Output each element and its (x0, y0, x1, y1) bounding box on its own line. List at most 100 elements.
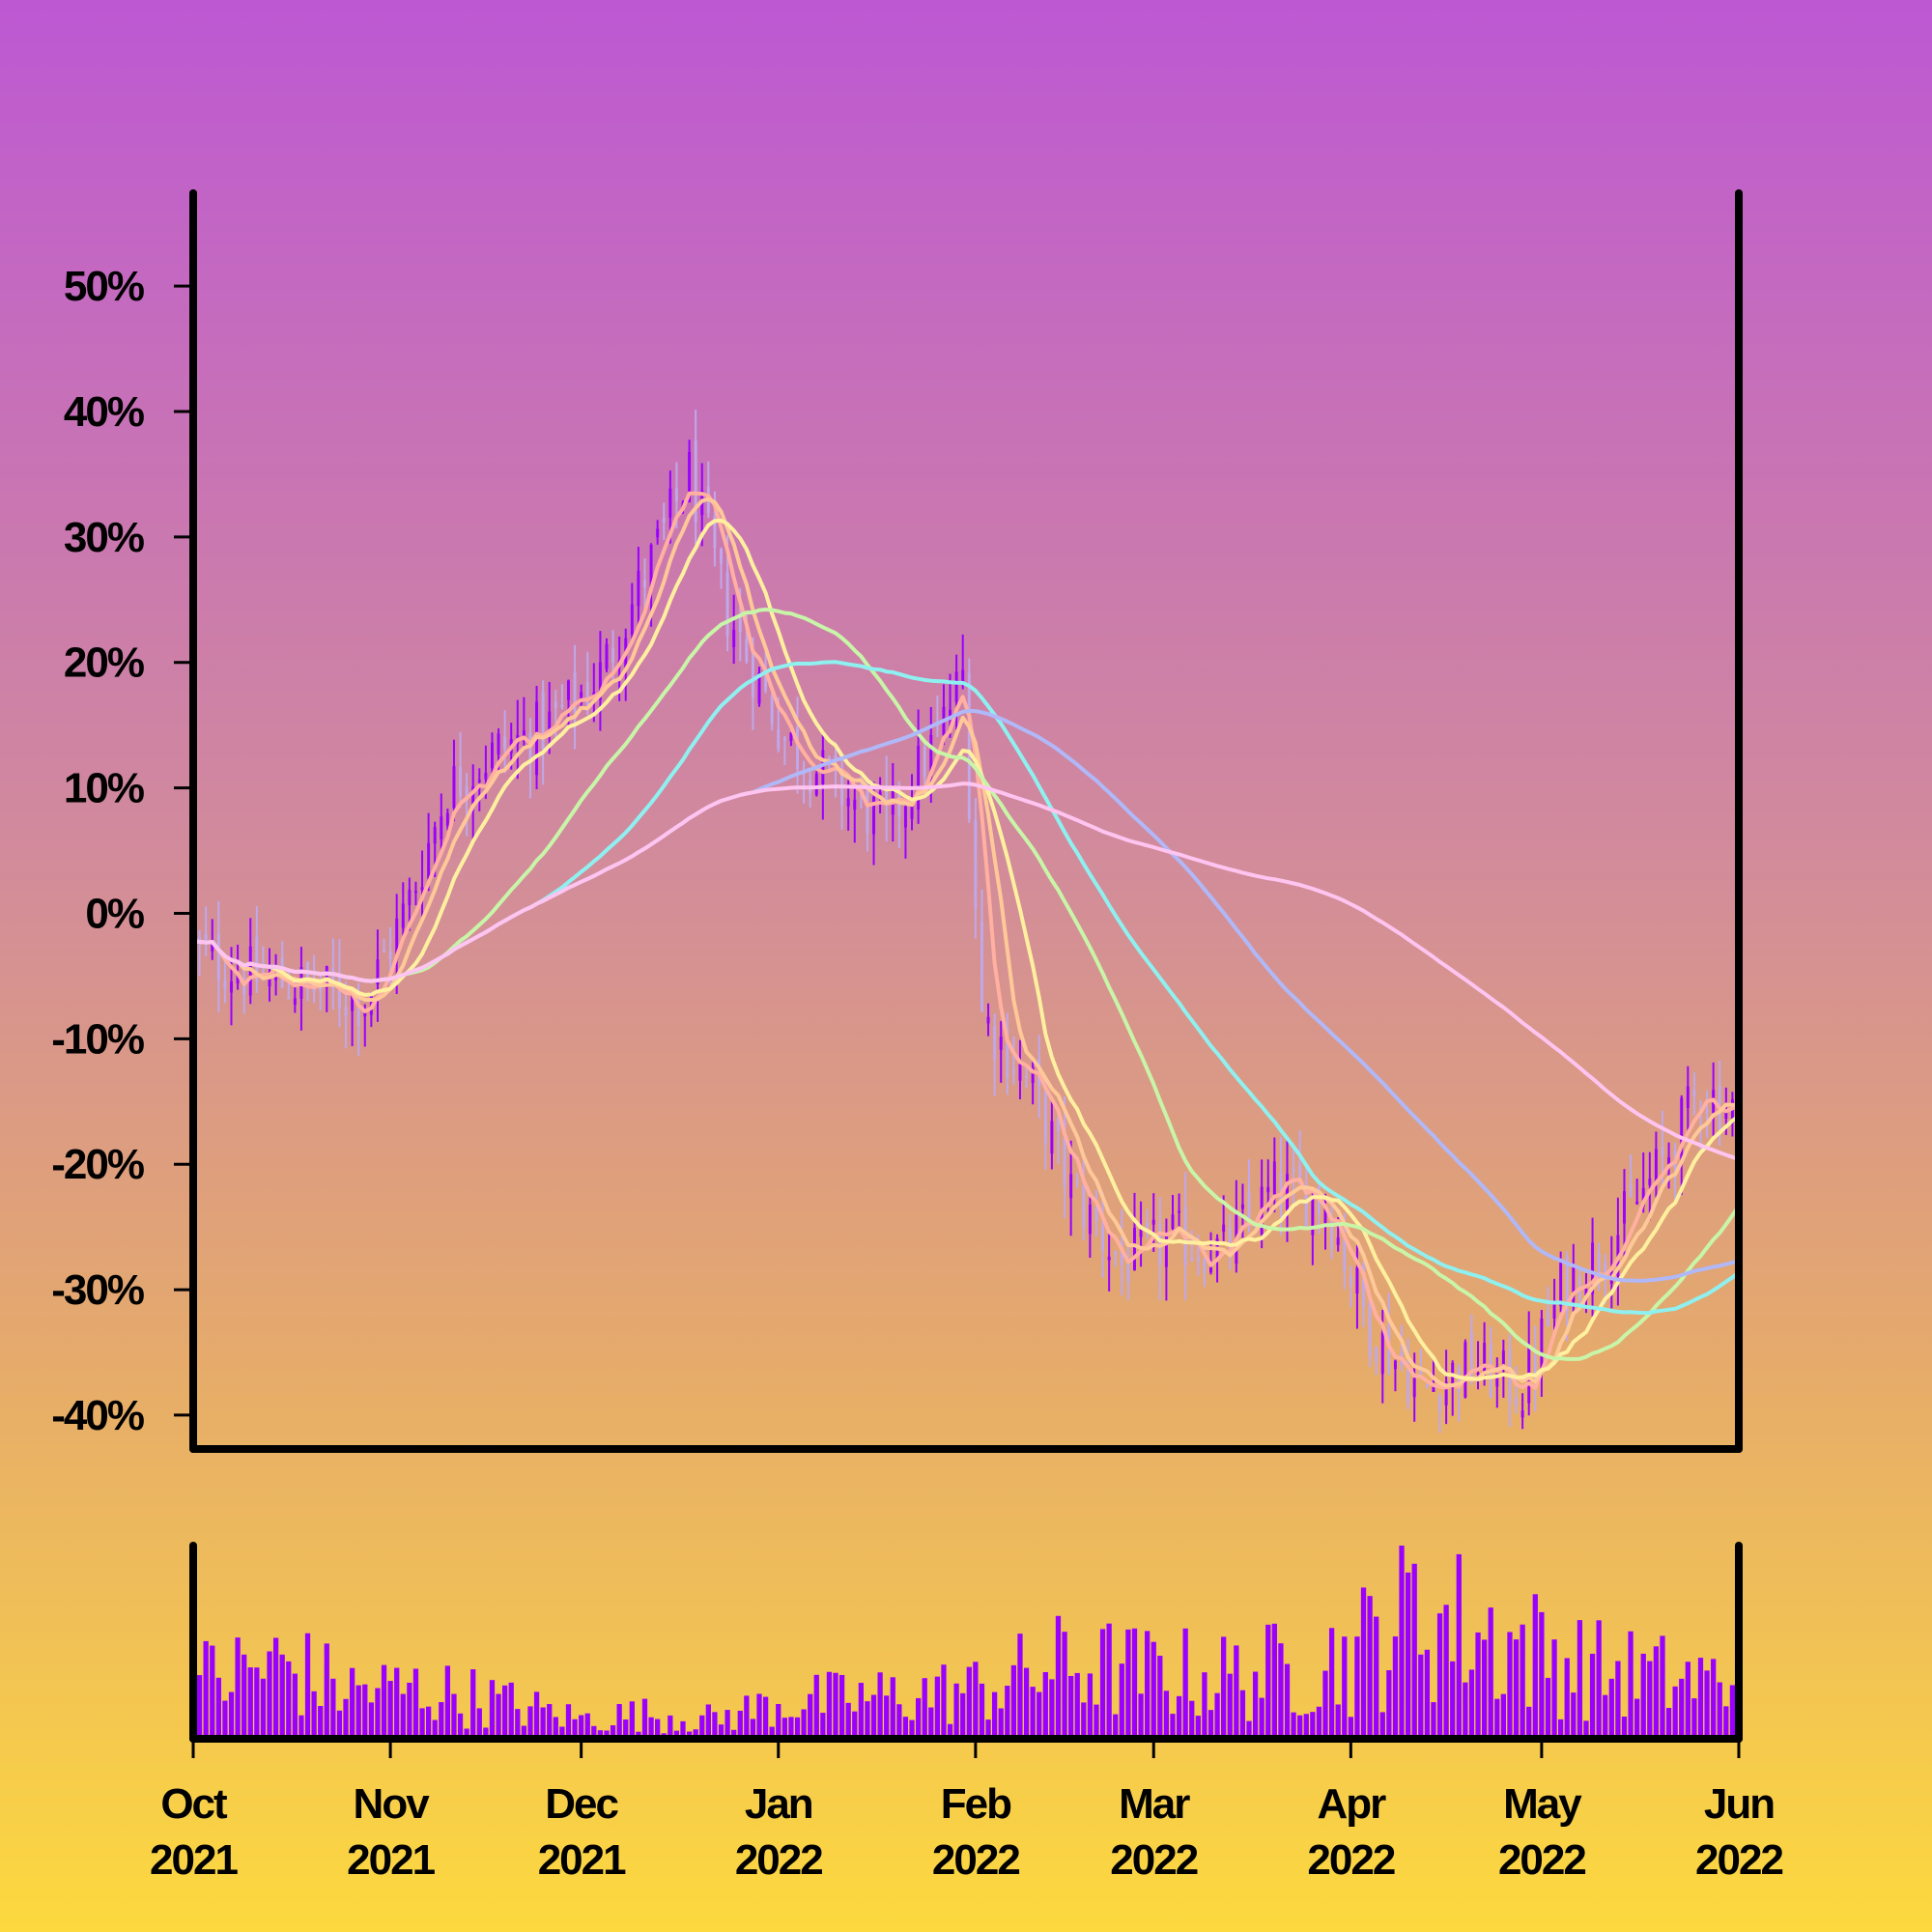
y-tick-label: 40% (64, 388, 144, 436)
volume-bar (547, 1704, 553, 1739)
candle-body (637, 570, 640, 607)
candle-body (573, 672, 577, 714)
volume-bar (1691, 1698, 1697, 1739)
candle-body (344, 1007, 348, 1016)
candle-body (923, 747, 926, 778)
candle-body (1533, 1354, 1537, 1377)
volume-bar (476, 1708, 482, 1739)
x-tick-year: 2021 (150, 1836, 238, 1884)
candle-body (585, 681, 589, 705)
candle-body (1343, 1235, 1347, 1271)
candle-body (376, 959, 380, 984)
volume-bar (1195, 1716, 1201, 1739)
volume-bar (298, 1715, 304, 1739)
candle-body (592, 692, 596, 696)
volume-bar (425, 1706, 432, 1739)
candle-body (1025, 1075, 1029, 1078)
volume-bar (1278, 1643, 1284, 1739)
candle-body (1597, 1253, 1601, 1272)
candle-body (1171, 1214, 1175, 1230)
volume-bar (1099, 1629, 1106, 1739)
volume-bar (744, 1695, 750, 1739)
volume-bar (444, 1665, 451, 1739)
candle-body (351, 993, 355, 1011)
candle-body (1667, 1157, 1671, 1165)
candle-body (503, 736, 507, 750)
candle-body (369, 992, 373, 1015)
volume-bar (1227, 1673, 1233, 1739)
y-tick-label: 20% (64, 639, 144, 687)
volume-bar (419, 1708, 425, 1739)
candle-body (452, 766, 456, 809)
candle-body (1457, 1368, 1461, 1392)
volume-bar (222, 1700, 228, 1739)
candle-body (401, 903, 405, 928)
volume-bar (712, 1712, 718, 1739)
x-tick-year: 2022 (1498, 1836, 1585, 1884)
candle-body (929, 734, 933, 778)
volume-bar (1119, 1663, 1124, 1739)
candle-body (694, 440, 697, 523)
volume-bar (1042, 1671, 1048, 1739)
volume-bar (794, 1717, 801, 1739)
x-tick-month: Feb (941, 1780, 1011, 1828)
volume-bar (1157, 1656, 1163, 1739)
x-tick-month: Dec (545, 1780, 618, 1828)
volume-bar (1106, 1623, 1112, 1739)
volume-bar (1450, 1661, 1456, 1739)
volume-bar (1379, 1712, 1385, 1739)
volume-bar (1131, 1628, 1138, 1739)
candle-body (1476, 1373, 1480, 1376)
x-tick-month: Apr (1317, 1780, 1386, 1828)
candle-body (1209, 1266, 1212, 1273)
candle-body (1520, 1410, 1524, 1418)
volume-bar (1360, 1587, 1367, 1739)
candle-body (1368, 1296, 1372, 1357)
volume-bar (1583, 1720, 1589, 1739)
volume-bar (909, 1719, 915, 1739)
volume-bar (432, 1719, 438, 1739)
volume-bar (1239, 1690, 1246, 1739)
moving-average-line (192, 708, 1740, 1283)
volume-bar (1532, 1594, 1538, 1739)
candle-body (1432, 1385, 1435, 1392)
candle-body (1501, 1350, 1505, 1370)
volume-bar (870, 1694, 877, 1739)
candle-body (198, 936, 202, 943)
volume-bar (953, 1683, 959, 1739)
candle-body (1661, 1147, 1664, 1157)
volume-bar (1094, 1704, 1099, 1739)
candle-body (484, 773, 488, 780)
candle-body (1247, 1192, 1251, 1219)
candle-body (1133, 1227, 1136, 1270)
volume-bar (457, 1713, 464, 1739)
candle-body (999, 1037, 1003, 1050)
candle-body (1311, 1195, 1315, 1236)
volume-bar (731, 1729, 737, 1739)
candle-body (986, 1016, 990, 1024)
candle-body (1126, 1260, 1130, 1283)
candle-body (1304, 1184, 1308, 1229)
volume-bar (1291, 1712, 1296, 1739)
volume-bar (1023, 1667, 1030, 1739)
candle-body (1355, 1267, 1359, 1294)
candle-body (1031, 1066, 1035, 1084)
candle-body (1018, 1064, 1022, 1081)
x-tick-year: 2021 (347, 1836, 435, 1884)
volume-bar (1348, 1717, 1353, 1739)
volume-bar (1717, 1682, 1722, 1739)
candle-body (1240, 1204, 1244, 1209)
volume-layer (190, 1546, 1742, 1739)
candle-body (1011, 1070, 1015, 1073)
candle-body (1178, 1210, 1181, 1213)
candle-body (427, 842, 431, 879)
candle-body (1043, 1078, 1047, 1145)
volume-bar (1436, 1613, 1443, 1739)
volume-bar (394, 1667, 400, 1739)
volume-bar (584, 1713, 590, 1739)
volume-bar (1685, 1662, 1690, 1739)
volume-bar (496, 1693, 501, 1739)
volume-bar (1520, 1624, 1525, 1739)
volume-bar (1234, 1645, 1239, 1739)
volume-bar (1367, 1596, 1373, 1739)
